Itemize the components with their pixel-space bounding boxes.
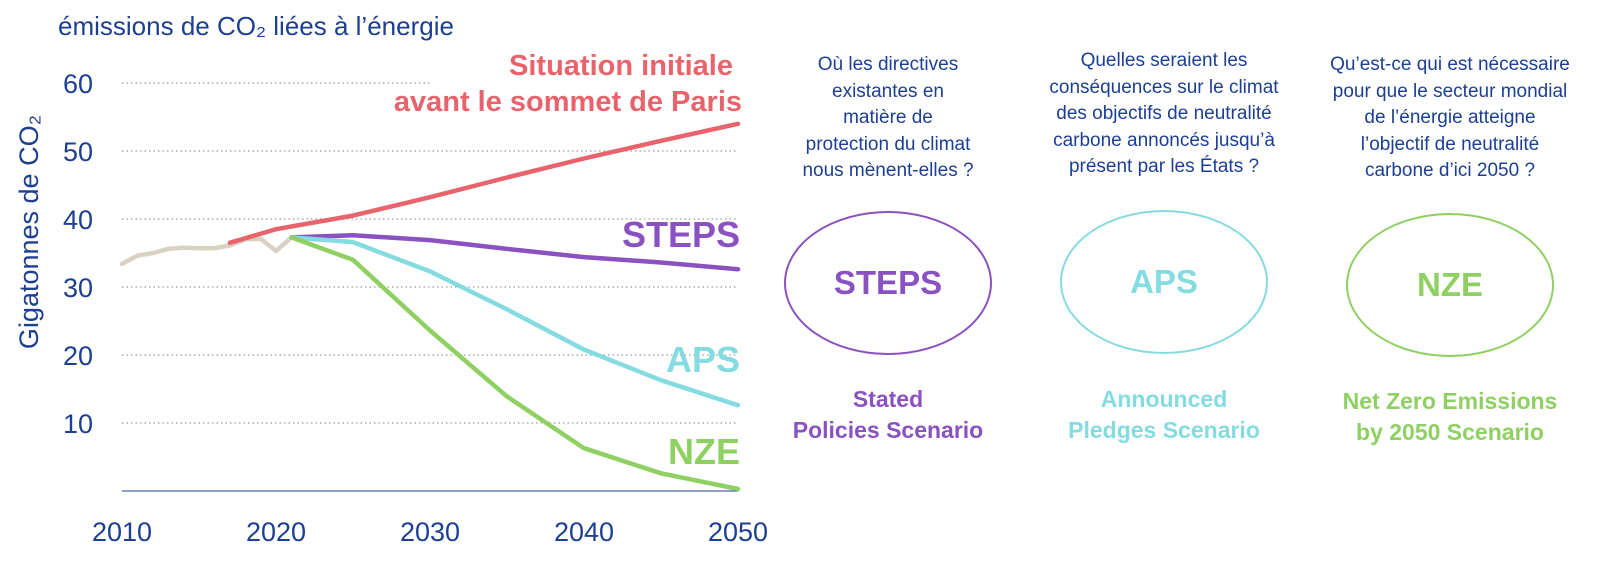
series-label-nze: NZE (668, 431, 740, 472)
series-line-historical (119, 235, 294, 267)
scenario-name-line: Stated (852, 386, 924, 412)
x-tick-label: 2040 (554, 517, 614, 547)
question-line: protection du climat (805, 133, 971, 155)
scenario-name-line: Pledges Scenario (1068, 417, 1260, 443)
gridlines (122, 82, 738, 492)
scenario-abbreviation: STEPS (833, 264, 943, 301)
y-tick-label: 10 (63, 409, 93, 439)
question-line: pour que le secteur mondial (1332, 80, 1568, 102)
x-tick-label: 2050 (708, 517, 768, 547)
y-tick-label: 40 (63, 205, 93, 235)
scenario-name-line: by 2050 Scenario (1356, 419, 1544, 445)
question-line: Qu’est-ce qui est nécessaire (1330, 54, 1570, 75)
y-axis-label: Gigatonnes de CO₂ (14, 115, 44, 349)
question-line: conséquences sur le climat (1049, 76, 1279, 98)
scenario-abbreviation: APS (1130, 263, 1198, 300)
series-line-nze (289, 235, 741, 492)
series-line-steps (289, 233, 741, 272)
series-line-aps (289, 235, 741, 408)
chart-title: émissions de CO₂ liées à l’énergie (58, 11, 454, 41)
scenario-name-line: Announced (1100, 386, 1228, 412)
scenario-name-line: Net Zero Emissions (1342, 388, 1558, 414)
scenario-full-name: Net Zero Emissions by 2050 Scenario (1290, 386, 1600, 448)
question-line: carbone annoncés jusqu’à (1053, 129, 1275, 151)
series-label-situation: avant le sommet de Paris (394, 86, 742, 118)
scenario-ellipse: APS (1060, 210, 1268, 354)
series-label-steps: STEPS (622, 214, 740, 255)
series-line-situation (227, 121, 741, 246)
scenario-question: Qu’est-ce qui est nécessaire pour que le … (1320, 52, 1580, 185)
question-line: Où les directives (817, 54, 959, 75)
question-line: nous mènent-elles ? (802, 160, 974, 181)
y-tick-label: 20 (63, 341, 93, 371)
question-line: de l’énergie atteigne (1364, 107, 1536, 128)
question-line: des objectifs de neutralité (1056, 103, 1272, 124)
question-line: Quelles seraient les (1080, 50, 1248, 71)
scenario-name-line: Policies Scenario (792, 417, 984, 443)
scenario-ellipse: STEPS (784, 211, 992, 355)
x-tick-label: 2020 (246, 517, 306, 547)
series-label-aps: APS (666, 339, 740, 380)
scenario-full-name: Announced Pledges Scenario (1004, 384, 1324, 446)
question-line: l’objectif de neutralité (1360, 133, 1540, 155)
question-line: présent par les États ? (1068, 156, 1260, 177)
series-lines (119, 121, 741, 492)
x-tick-label: 2030 (400, 517, 460, 547)
series-label-situation: Situation initiale (509, 50, 733, 82)
question-line: existantes en (832, 80, 944, 102)
scenario-ellipse: NZE (1346, 213, 1554, 357)
y-tick-label: 60 (63, 69, 93, 99)
question-line: carbone d’ici 2050 ? (1364, 160, 1536, 181)
scenario-question: Quelles seraient les conséquences sur le … (1034, 48, 1294, 181)
scenario-full-name: Stated Policies Scenario (728, 384, 1048, 446)
question-line: matière de (843, 107, 933, 128)
x-tick-label: 2010 (92, 517, 152, 547)
y-tick-label: 30 (63, 273, 93, 303)
scenario-abbreviation: NZE (1417, 266, 1483, 303)
scenario-question: Où les directives existantes en matière de… (758, 52, 1018, 185)
y-tick-label: 50 (63, 137, 93, 167)
